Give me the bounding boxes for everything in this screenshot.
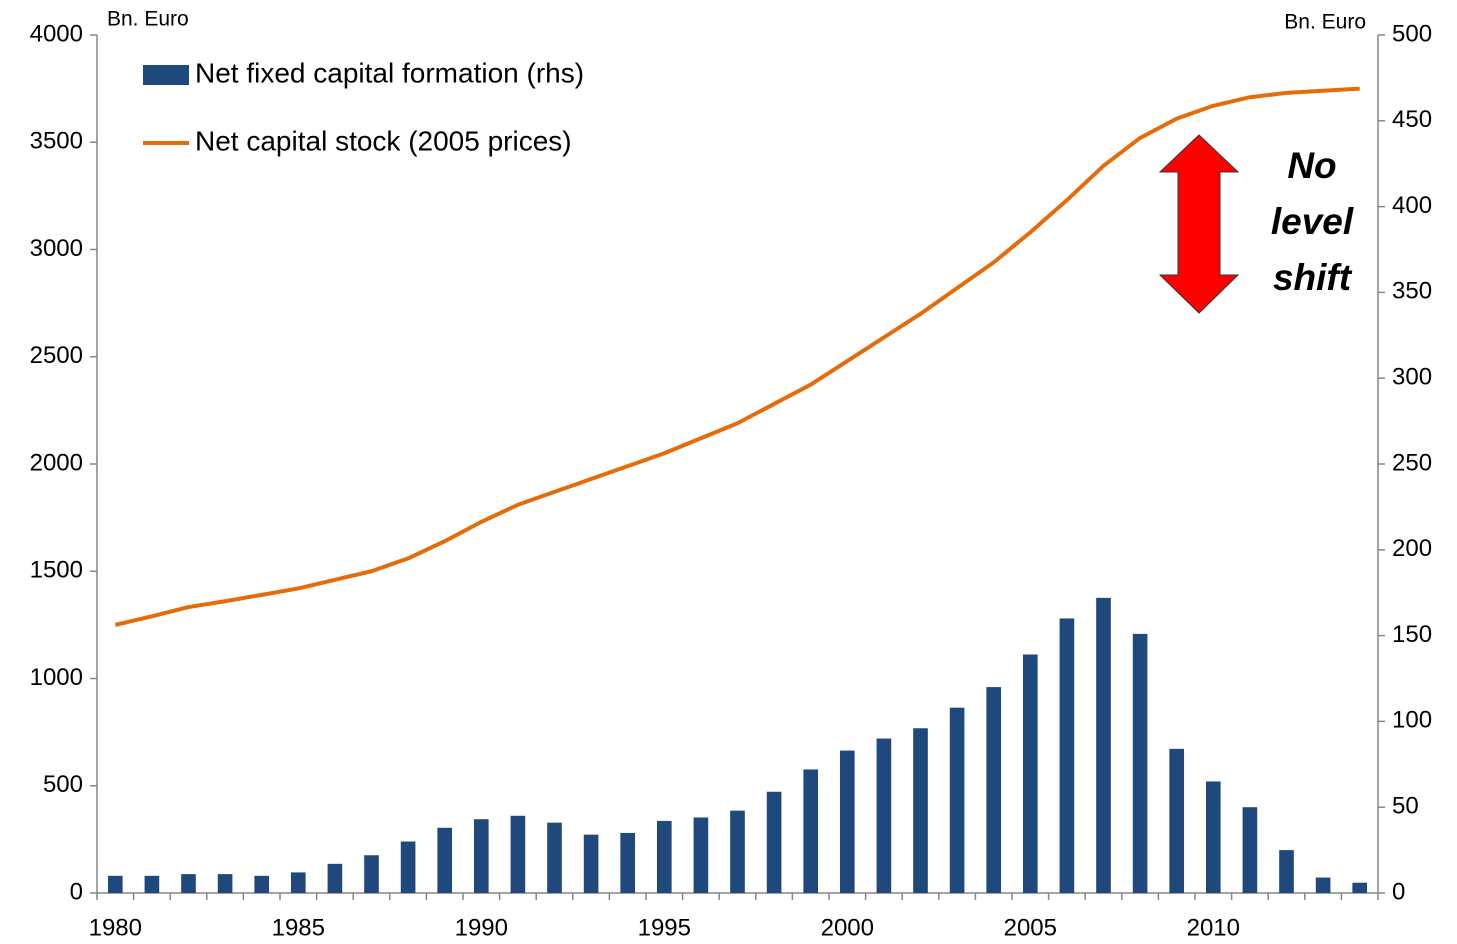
bar: [1022, 654, 1038, 893]
y2-tick-label: 250: [1392, 449, 1432, 476]
legend-label: Net capital stock (2005 prices): [195, 125, 572, 156]
bar: [400, 841, 416, 893]
y2-axis-label: Bn. Euro: [1284, 11, 1366, 34]
y-tick-label: 0: [70, 878, 83, 905]
y-tick-label: 1000: [30, 664, 83, 691]
legend-swatch: [143, 65, 189, 85]
annotation: shift: [1273, 257, 1353, 298]
bar: [1242, 807, 1258, 893]
double-arrow: [1158, 134, 1240, 314]
y-tick-label: 4000: [30, 20, 83, 47]
y2-tick-label: 350: [1392, 278, 1432, 305]
annotation: No: [1287, 145, 1336, 186]
bar: [986, 687, 1002, 893]
x-tick-label: 2005: [1004, 914, 1057, 941]
y-axis-label: Bn. Euro: [107, 8, 189, 31]
bar: [1315, 877, 1331, 893]
bar: [510, 815, 526, 893]
x-tick-label: 1985: [272, 914, 325, 941]
bar: [949, 707, 965, 893]
bar: [364, 855, 379, 893]
bar: [656, 820, 672, 893]
x-tick-label: 2010: [1187, 914, 1240, 941]
y2-tick-label: 200: [1392, 535, 1432, 562]
bar: [437, 827, 453, 893]
bar: [217, 874, 233, 893]
y2-tick-label: 300: [1392, 364, 1432, 391]
legend-label: Net fixed capital formation (rhs): [195, 57, 584, 88]
bar: [583, 834, 599, 893]
annotation: level: [1271, 201, 1354, 242]
y2-tick-label: 150: [1392, 621, 1432, 648]
bar: [1352, 882, 1368, 893]
y2-tick-label: 500: [1392, 20, 1432, 47]
bar: [290, 872, 306, 893]
bar: [620, 832, 636, 893]
bar: [144, 875, 160, 893]
bar: [327, 863, 343, 893]
bar: [913, 728, 928, 893]
bar: [839, 750, 855, 893]
bar: [1132, 633, 1148, 893]
bar: [730, 810, 745, 893]
x-tick-label: 1995: [638, 914, 691, 941]
y2-tick-label: 100: [1392, 707, 1432, 734]
y-tick-label: 3000: [30, 235, 83, 262]
bar: [473, 819, 489, 893]
y2-tick-label: 400: [1392, 192, 1432, 219]
y2-tick-label: 450: [1392, 106, 1432, 133]
bar: [1096, 597, 1111, 893]
bar: [876, 738, 892, 893]
bar: [1059, 618, 1075, 893]
y-tick-label: 500: [43, 771, 83, 798]
y-tick-label: 2000: [30, 449, 83, 476]
bar: [181, 874, 196, 893]
bar: [803, 769, 819, 893]
bar: [1205, 781, 1221, 893]
y-tick-label: 3500: [30, 128, 83, 155]
line: [114, 86, 1360, 627]
bar: [766, 791, 782, 893]
x-tick-label: 2000: [821, 914, 874, 941]
y2-tick-label: 50: [1392, 793, 1419, 820]
bar: [1169, 748, 1185, 893]
y-tick-label: 1500: [30, 557, 83, 584]
bar: [1279, 850, 1294, 893]
bar: [107, 875, 123, 893]
x-tick-label: 1990: [455, 914, 508, 941]
x-tick-label: 1980: [89, 914, 142, 941]
bar: [547, 822, 562, 893]
y2-tick-label: 0: [1392, 878, 1405, 905]
y-tick-label: 2500: [30, 342, 83, 369]
bar: [693, 817, 709, 893]
bar: [254, 875, 270, 893]
